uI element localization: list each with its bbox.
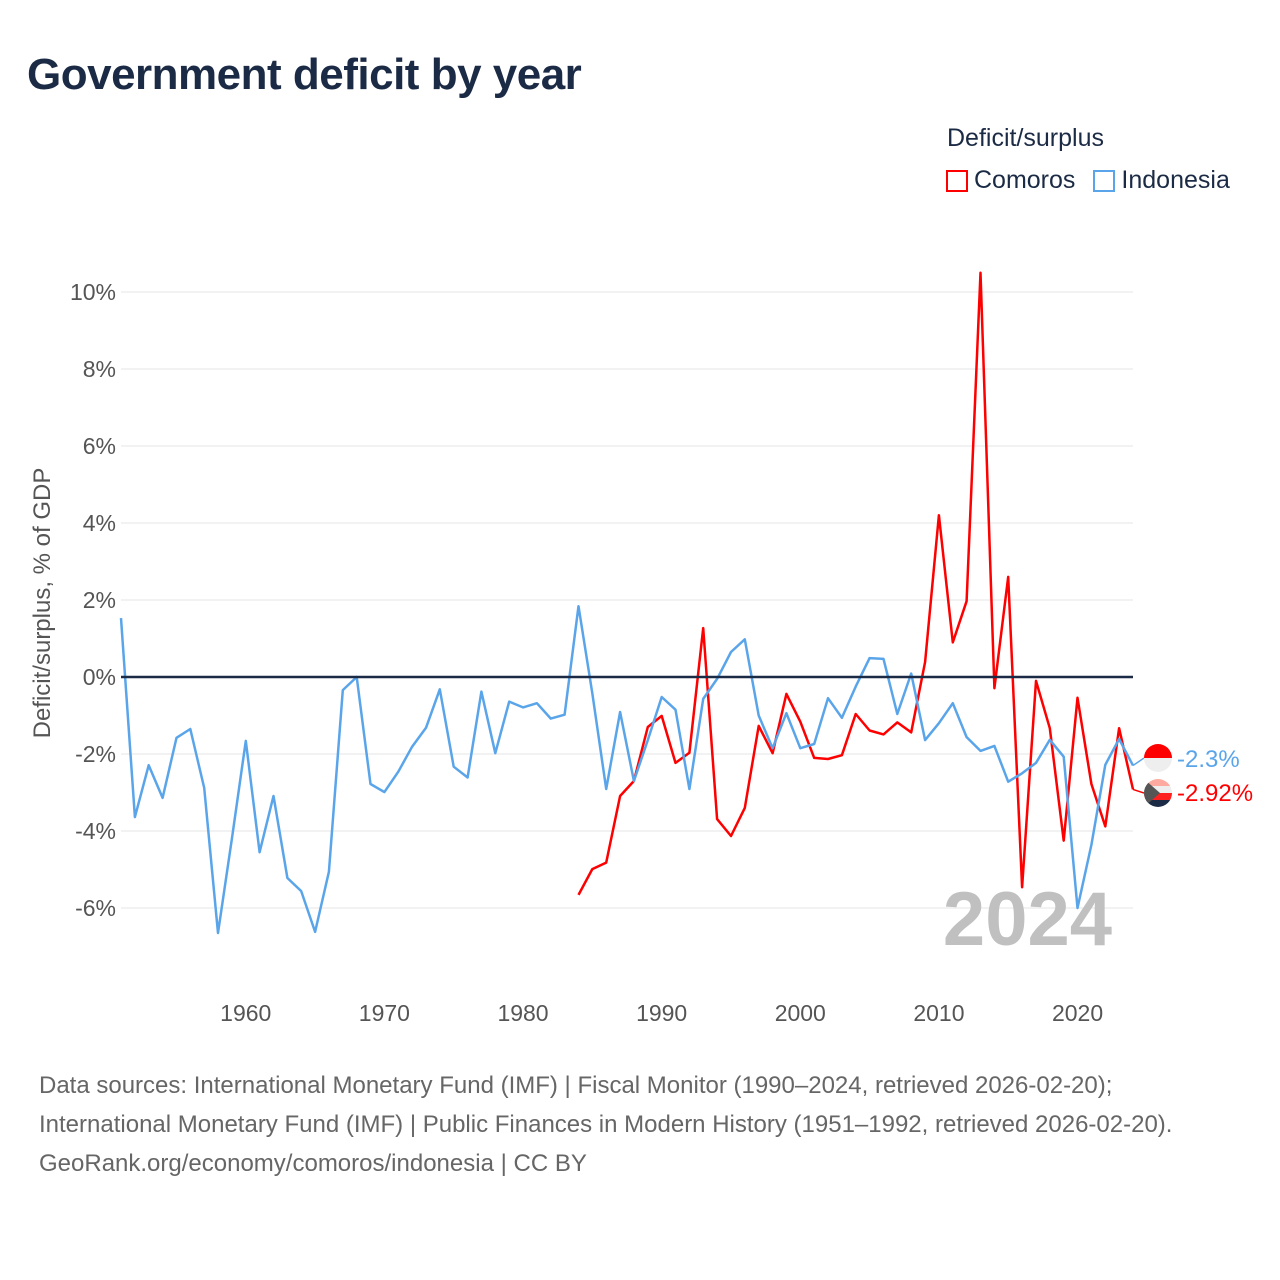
legend-label: Comoros: [974, 166, 1076, 194]
legend-item-indonesia[interactable]: Indonesia: [1093, 166, 1230, 195]
line-chart: -6% -4% -2% 0% 2% 4% 6% 8% 10% 1960 1970 1980 1990 20…: [29, 271, 1253, 1026]
legend-label: Indonesia: [1121, 166, 1230, 194]
legend-swatch-comoros: [946, 169, 968, 192]
x-tick-label: 1990: [636, 1000, 687, 1026]
end-connector: [1132, 788, 1145, 794]
chart-title: Government deficit by year: [27, 50, 582, 99]
x-tick-label: 2020: [1052, 1000, 1103, 1026]
indonesia-flag-icon: [1144, 744, 1172, 772]
legend: Comoros Indonesia: [946, 166, 1230, 195]
y-tick-label: 10%: [70, 279, 116, 305]
y-tick-label: -4%: [75, 818, 116, 844]
x-tick-label: 2000: [775, 1000, 826, 1026]
watermark-year: 2024: [943, 877, 1112, 962]
end-label-indonesia: -2.3%: [1177, 746, 1240, 773]
series-line-indonesia: [119, 604, 1135, 935]
legend-title: Deficit/surplus: [947, 124, 1104, 152]
footer: Data sources: International Monetary Fun…: [39, 1066, 1239, 1183]
comoros-flag-icon: [1144, 779, 1172, 807]
legend-item-comoros[interactable]: Comoros: [946, 166, 1075, 195]
legend-swatch-indonesia: [1093, 169, 1116, 192]
x-tick-label: 1970: [359, 1000, 410, 1026]
x-tick-label: 2010: [913, 1000, 964, 1026]
x-tick-label: 1980: [497, 1000, 548, 1026]
data-sources: Data sources: International Monetary Fun…: [39, 1072, 1173, 1138]
y-tick-label: 0%: [83, 664, 116, 690]
y-tick-label: 4%: [83, 510, 116, 536]
end-connector: [1132, 757, 1145, 767]
x-tick-label: 1960: [220, 1000, 271, 1026]
end-label-comoros: -2.92%: [1177, 780, 1253, 807]
series-line-comoros: [577, 271, 1135, 896]
y-tick-label: -2%: [75, 741, 116, 767]
y-tick-label: 8%: [83, 356, 116, 382]
y-tick-label: -6%: [75, 895, 116, 921]
y-tick-label: 6%: [83, 433, 116, 459]
credit-link[interactable]: GeoRank.org/economy/comoros/indonesia | …: [39, 1150, 587, 1177]
y-tick-label: 2%: [83, 587, 116, 613]
y-axis-label: Deficit/surplus, % of GDP: [29, 468, 56, 739]
